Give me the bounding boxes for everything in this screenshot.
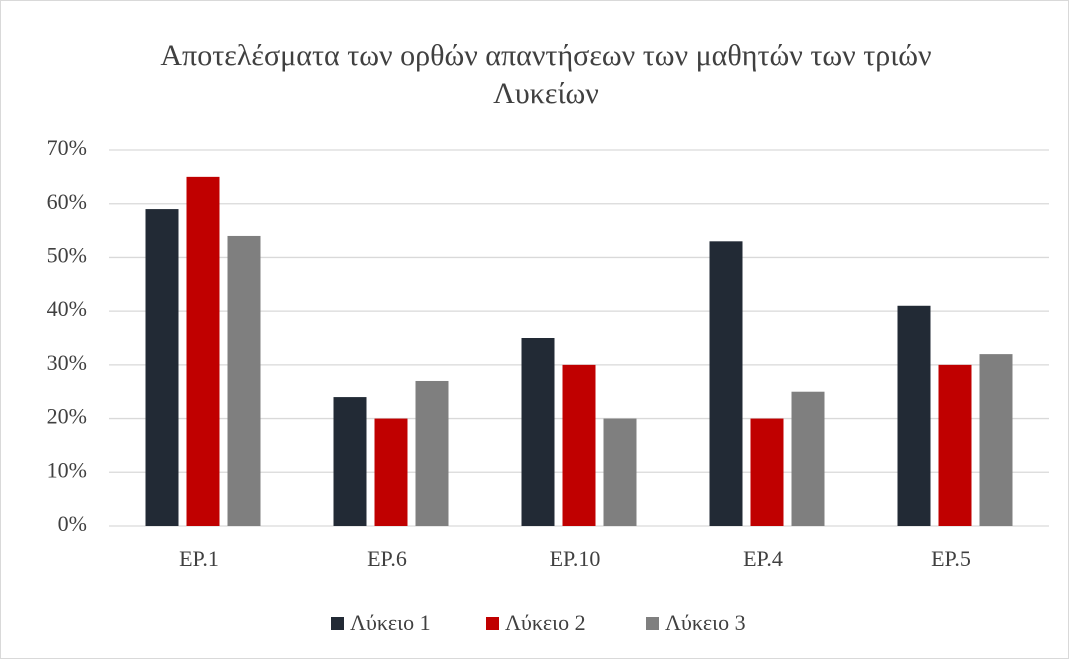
legend-label: Λύκειο 3 (665, 610, 746, 635)
legend-label: Λύκειο 2 (505, 610, 586, 635)
bar (186, 176, 220, 526)
x-tick-label: ΕΡ.1 (179, 546, 219, 571)
bar (415, 380, 449, 526)
legend-swatch (331, 617, 344, 630)
bar (791, 391, 825, 526)
bar (603, 418, 637, 526)
legend-swatch (486, 617, 499, 630)
y-tick-label: 70% (47, 135, 87, 160)
y-tick-label: 40% (47, 296, 87, 321)
bar (562, 364, 596, 526)
bar (227, 235, 261, 526)
x-tick-label: ΕΡ.4 (743, 546, 783, 571)
bar (938, 364, 972, 526)
x-tick-label: ΕΡ.6 (367, 546, 407, 571)
bar (374, 418, 408, 526)
y-tick-label: 50% (47, 242, 87, 267)
y-tick-label: 20% (47, 404, 87, 429)
bar (145, 209, 179, 527)
bar (897, 305, 931, 526)
bar (333, 397, 367, 526)
legend-swatch (646, 617, 659, 630)
bar (979, 354, 1013, 526)
bar (750, 418, 784, 526)
y-tick-label: 0% (58, 511, 87, 536)
legend-label: Λύκειο 1 (350, 610, 431, 635)
x-tick-label: ΕΡ.10 (550, 546, 601, 571)
bar (521, 338, 555, 526)
y-tick-label: 60% (47, 189, 87, 214)
y-tick-label: 30% (47, 350, 87, 375)
bar (709, 241, 743, 527)
chart-title: Αποτελέσματα των ορθών απαντήσεων των μα… (160, 39, 932, 110)
x-tick-label: ΕΡ.5 (931, 546, 971, 571)
y-tick-label: 10% (47, 457, 87, 482)
